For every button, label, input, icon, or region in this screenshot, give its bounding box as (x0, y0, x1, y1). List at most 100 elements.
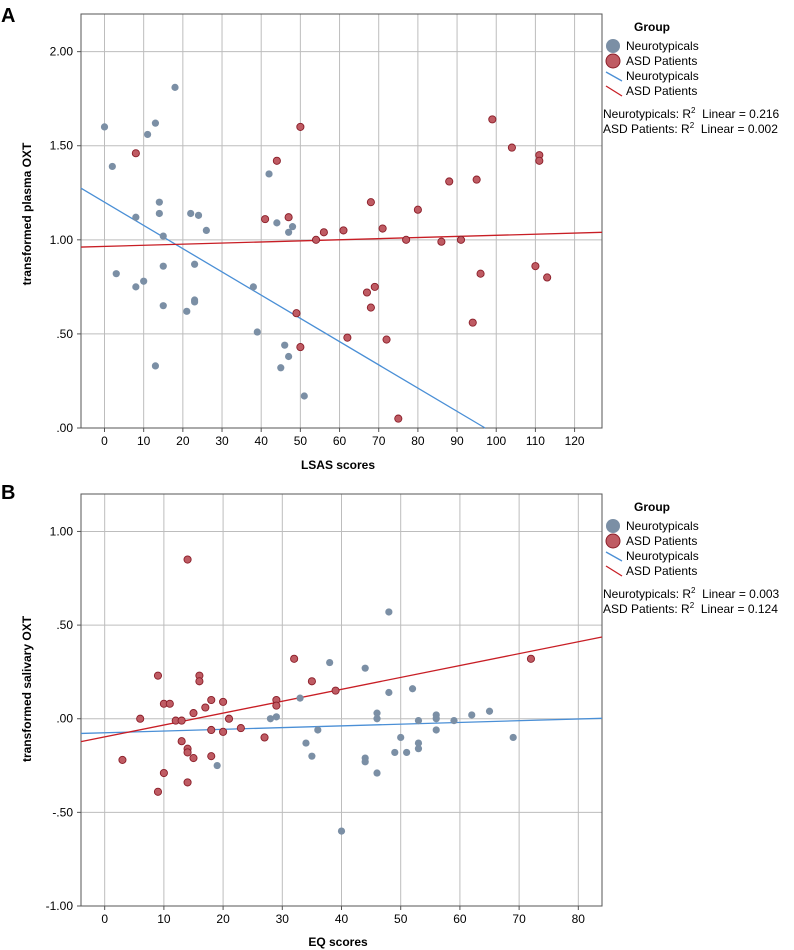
panel-b-y-axis-label: transformed salivary OXT (20, 615, 34, 762)
panel-a-y-tick-label: .50 (56, 327, 73, 341)
panel-a-x-tick-label: 50 (294, 434, 308, 448)
panel-b-point-asd-patient (236, 724, 245, 733)
panel-a-legend-line-asd (605, 85, 623, 97)
panel-b-point-neurotypical (450, 717, 458, 725)
panel-b-point-neurotypical (373, 769, 381, 777)
panel-b-point-asd-patient (177, 737, 186, 746)
panel-b-x-tick-label: 10 (157, 912, 171, 926)
panel-b-point-neurotypical (468, 711, 476, 719)
panel-a-point-asd-patient (402, 235, 411, 244)
panel-a-y-tick-label: .00 (56, 421, 73, 435)
panel-b-point-asd-patient (290, 654, 299, 663)
panel-a-legend-stat-asd: ASD Patients: R2 Linear = 0.002 (603, 121, 778, 136)
panel-b-point-neurotypical (337, 827, 346, 835)
panel-a-legend-stat-neuro: Neurotypicals: R2 Linear = 0.216 (603, 106, 780, 121)
panel-b-legend-line-neuro-label: Neurotypicals (626, 549, 699, 563)
panel-b-point-asd-patient (219, 697, 228, 706)
panel-b-point-neurotypical (308, 752, 316, 760)
panel-a-point-asd-patient (366, 303, 375, 312)
panel-a-x-tick-label: 10 (137, 434, 151, 448)
panel-a-point-asd-patient (131, 149, 140, 158)
panel-b-point-neurotypical (385, 688, 393, 697)
panel-a-point-asd-patient (382, 335, 391, 344)
panel-a-point-asd-patient (531, 262, 540, 271)
panel-b-point-asd-patient (260, 733, 269, 742)
panel-b-point-asd-patient (118, 755, 127, 764)
panel-a-point-asd-patient (445, 177, 454, 186)
panel-b-point-neurotypical (314, 726, 322, 734)
panel-a-point-neurotypical (191, 298, 199, 306)
panel-b-point-neurotypical (326, 658, 334, 667)
panel-b-fit-line-neurotypicals (80, 717, 603, 735)
panel-a-legend-marker-neuro-label: Neurotypicals (626, 39, 699, 53)
panel-b-point-neurotypical (272, 713, 280, 721)
panel-a-point-neurotypical (187, 209, 195, 218)
panel-b-point-neurotypical (361, 664, 369, 672)
panel-a-y-tick-label: 1.00 (50, 233, 74, 247)
panel-b-points (118, 555, 536, 835)
panel-b-point-asd-patient (183, 555, 192, 564)
panel-a-point-asd-patient (378, 224, 387, 233)
panel-b-point-neurotypical (373, 709, 381, 717)
panel-b-point-asd-patient (189, 709, 198, 718)
panel-b-point-asd-patient (272, 701, 281, 710)
panel-b-x-tick-label: 0 (101, 912, 108, 926)
panel-b-point-neurotypical (373, 715, 381, 723)
panel-a-point-asd-patient (456, 235, 466, 244)
panel-a-point-neurotypical (132, 213, 140, 221)
panel-a-point-neurotypical (155, 209, 163, 218)
panel-a-x-tick-label: 60 (333, 434, 347, 448)
panel-a-legend-line-neuro (605, 71, 623, 82)
panel-a-point-asd-patient (476, 269, 485, 278)
panel-a-point-neurotypical (288, 223, 297, 231)
panel-b-point-neurotypical (509, 733, 517, 742)
panel-a-label: A (1, 5, 15, 27)
panel-b-point-neurotypical (385, 608, 393, 616)
panel-a-point-neurotypical (159, 232, 167, 240)
panel-a-fit-line-asd-patients (80, 231, 603, 248)
panel-a-points (100, 83, 552, 423)
panel-a-point-asd-patient (472, 175, 481, 184)
panel-b-y-ticks: -1.00 -.50 .00 .50 1.00 (46, 524, 81, 913)
panel-b-point-asd-patient (219, 727, 228, 736)
panel-b-legend-marker-asd-label: ASD Patients (626, 534, 697, 548)
panel-b-y-tick-label: .00 (56, 712, 73, 726)
panel-a-legend-line-asd-label: ASD Patients (626, 84, 697, 98)
panel-b-point-asd-patient (195, 677, 204, 686)
panel-a-point-asd-patient (311, 235, 321, 244)
panel-a-x-tick-label: 70 (372, 434, 386, 448)
panel-a-legend-marker-neuro (606, 39, 620, 53)
panel-a-x-tick-label: 90 (450, 434, 464, 448)
panel-b-point-asd-patient (307, 677, 316, 686)
panel-b-point-asd-patient (153, 671, 163, 680)
panel-a-point-asd-patient (272, 156, 281, 165)
panel-b-point-neurotypical (432, 726, 440, 734)
panel-a-point-neurotypical (253, 328, 261, 336)
panel-b-legend-title: Group (634, 500, 670, 514)
panel-a-grid (81, 14, 602, 429)
panel-b-point-asd-patient (207, 752, 216, 761)
panel-a-point-neurotypical (108, 162, 116, 171)
panel-a-x-tick-label: 20 (176, 434, 190, 448)
panel-b-grid (81, 494, 602, 907)
panel-a-point-asd-patient (362, 288, 372, 297)
panel-b-point-neurotypical (296, 694, 304, 702)
panel-b: B 0 10 20 30 40 50 60 70 80 -1.00-.50.00.501.00 … (1, 482, 780, 949)
panel-a-x-ticks: 0 10 20 30 40 50 60 70 80 90 100 110 120 (101, 428, 585, 448)
panel-a-x-tick-label: 120 (565, 434, 585, 448)
panel-a-point-neurotypical (285, 228, 293, 236)
panel-b-point-asd-patient (183, 778, 192, 787)
panel-b-point-asd-patient (207, 695, 216, 705)
panel-a-point-neurotypical (155, 198, 163, 206)
panel-b-y-tick-label: .50 (56, 618, 73, 632)
panel-b-x-axis-label: EQ scores (308, 935, 368, 949)
panel-a-point-neurotypical (132, 283, 140, 291)
panel-b-point-asd-patient (177, 716, 186, 725)
panel-b-point-asd-patient (165, 699, 174, 708)
panel-b-legend-line-asd-label: ASD Patients (626, 564, 697, 578)
panel-b-x-tick-label: 30 (276, 912, 290, 926)
panel-b-legend: Group Neurotypicals ASD Patients Neuroty… (603, 500, 780, 616)
panel-a-point-neurotypical (183, 307, 191, 315)
panel-a-point-neurotypical (143, 130, 152, 139)
